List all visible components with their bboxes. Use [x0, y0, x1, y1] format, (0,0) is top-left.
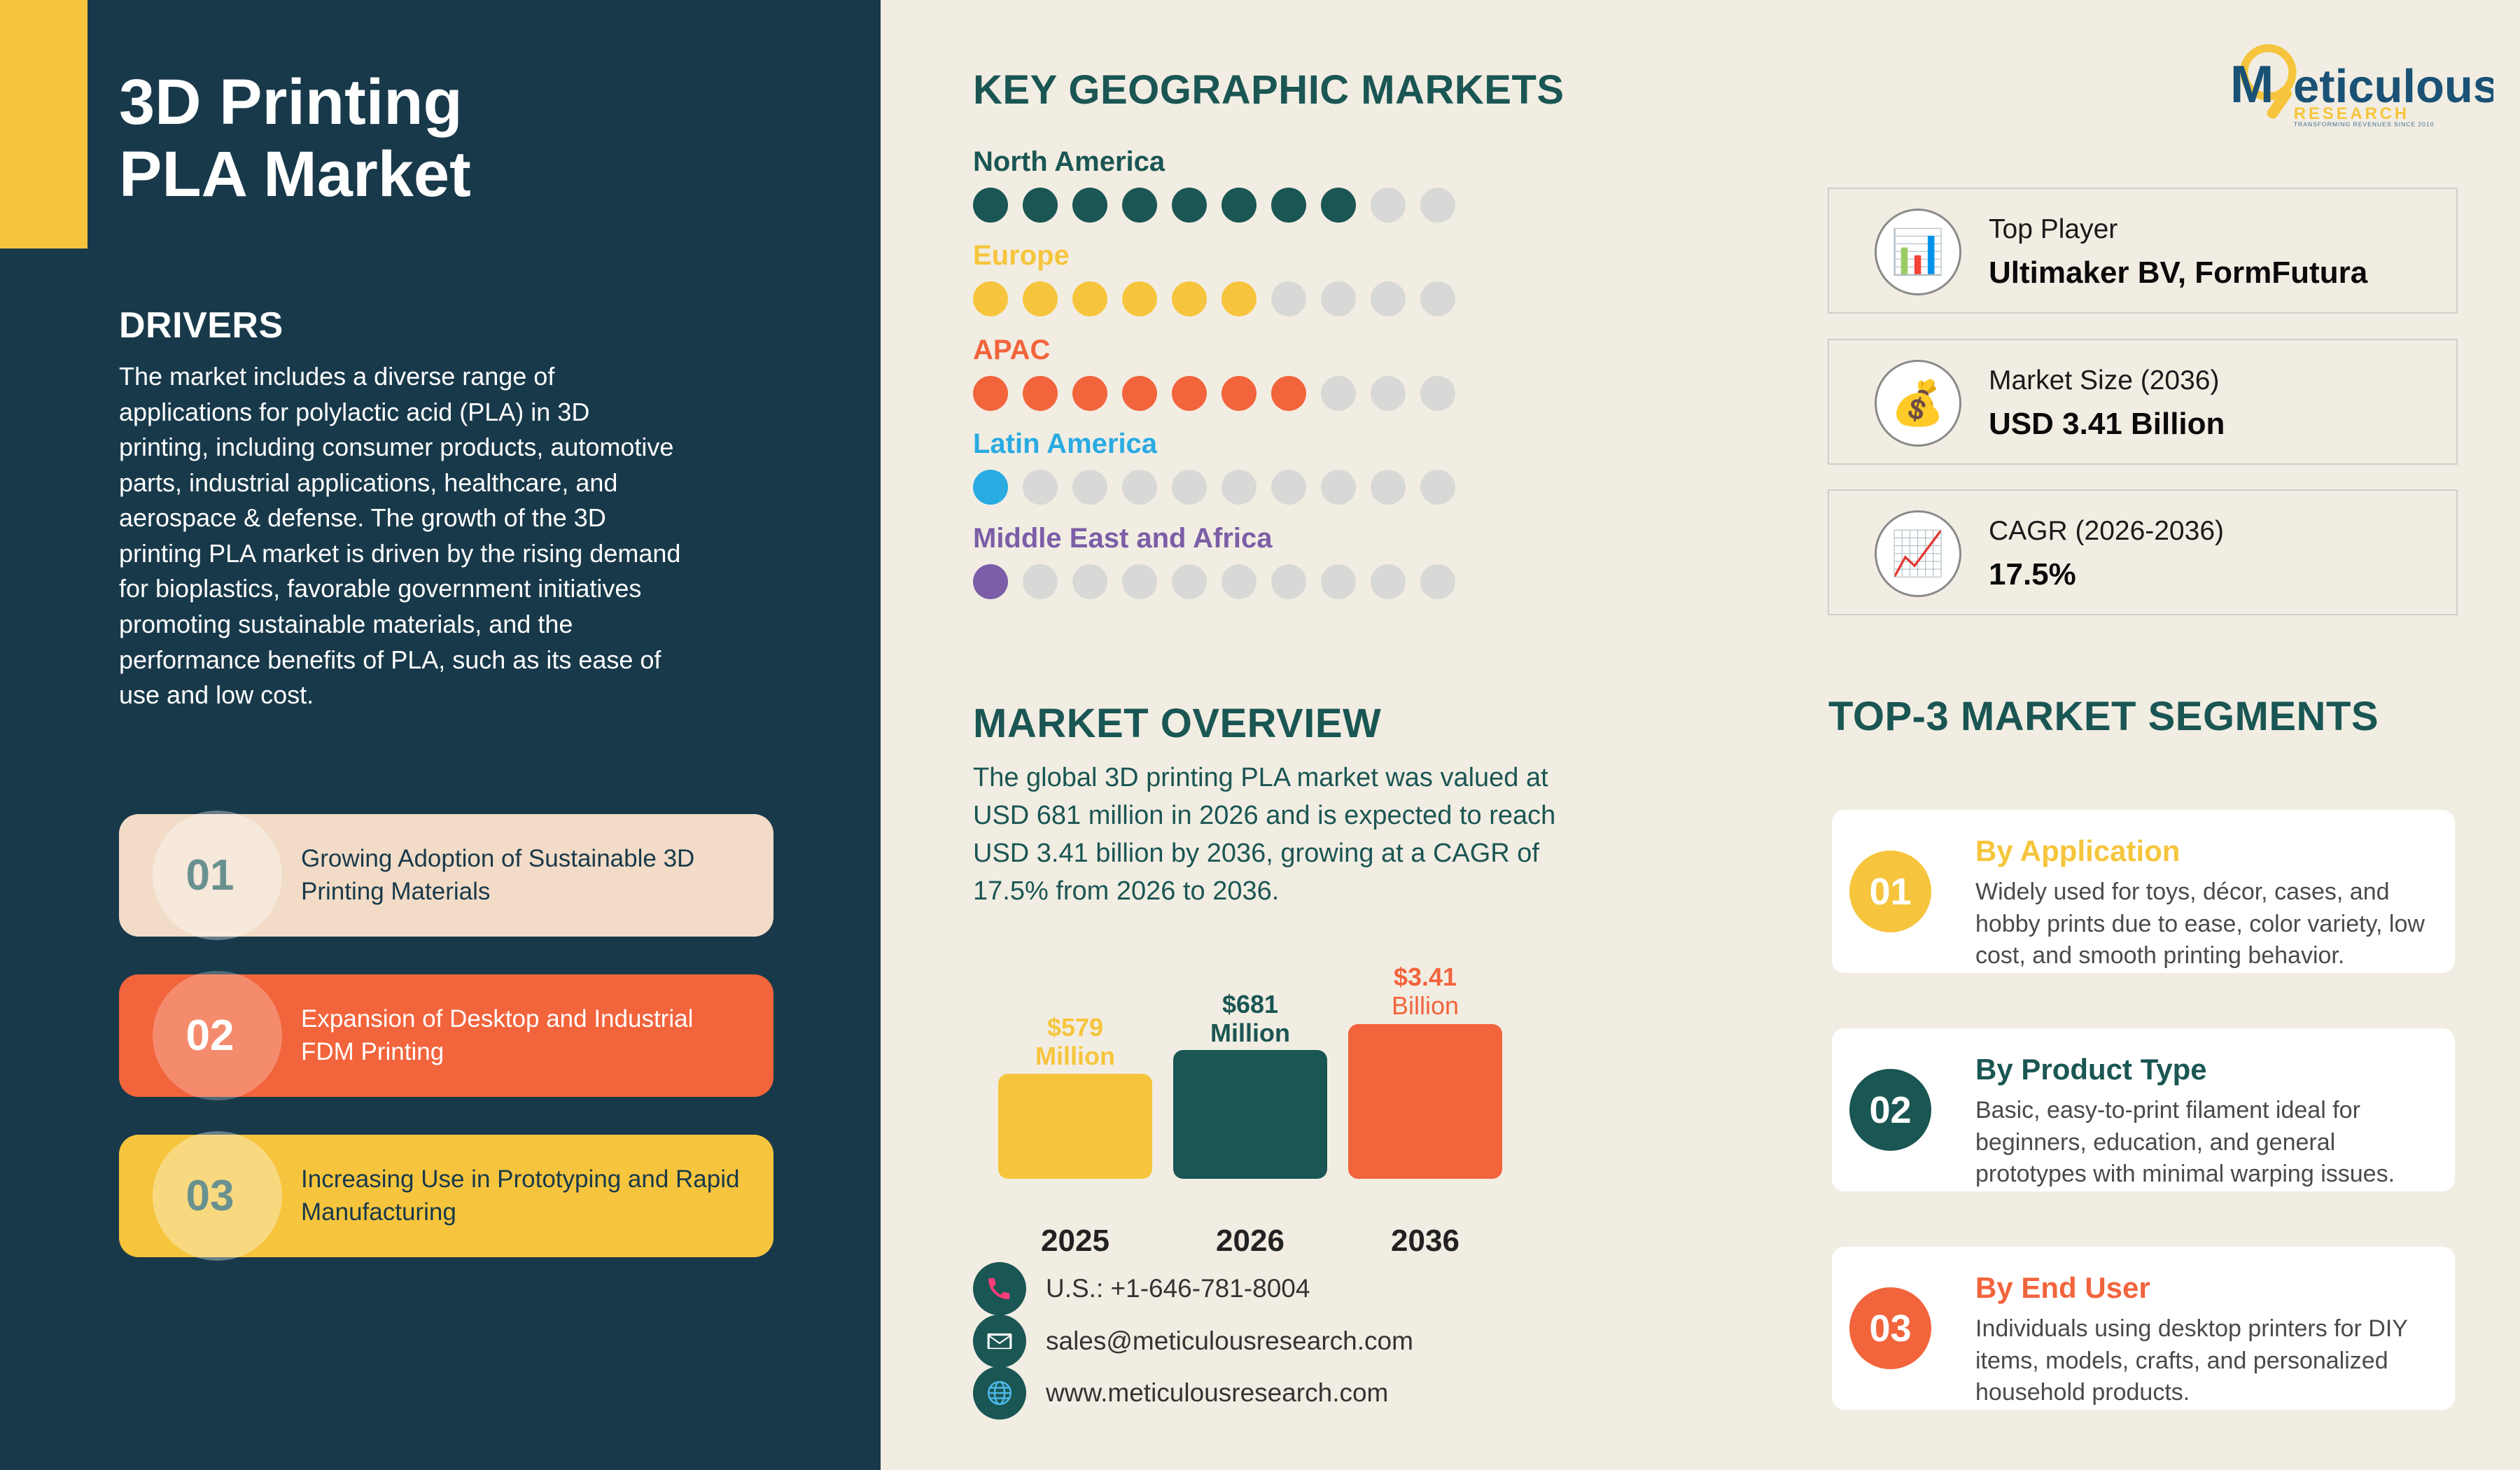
- svg-text:RESEARCH: RESEARCH: [2294, 104, 2409, 123]
- svg-text:TRANSFORMING REVENUES SINCE 20: TRANSFORMING REVENUES SINCE 2010: [2294, 121, 2435, 128]
- svg-text:M: M: [2230, 55, 2274, 113]
